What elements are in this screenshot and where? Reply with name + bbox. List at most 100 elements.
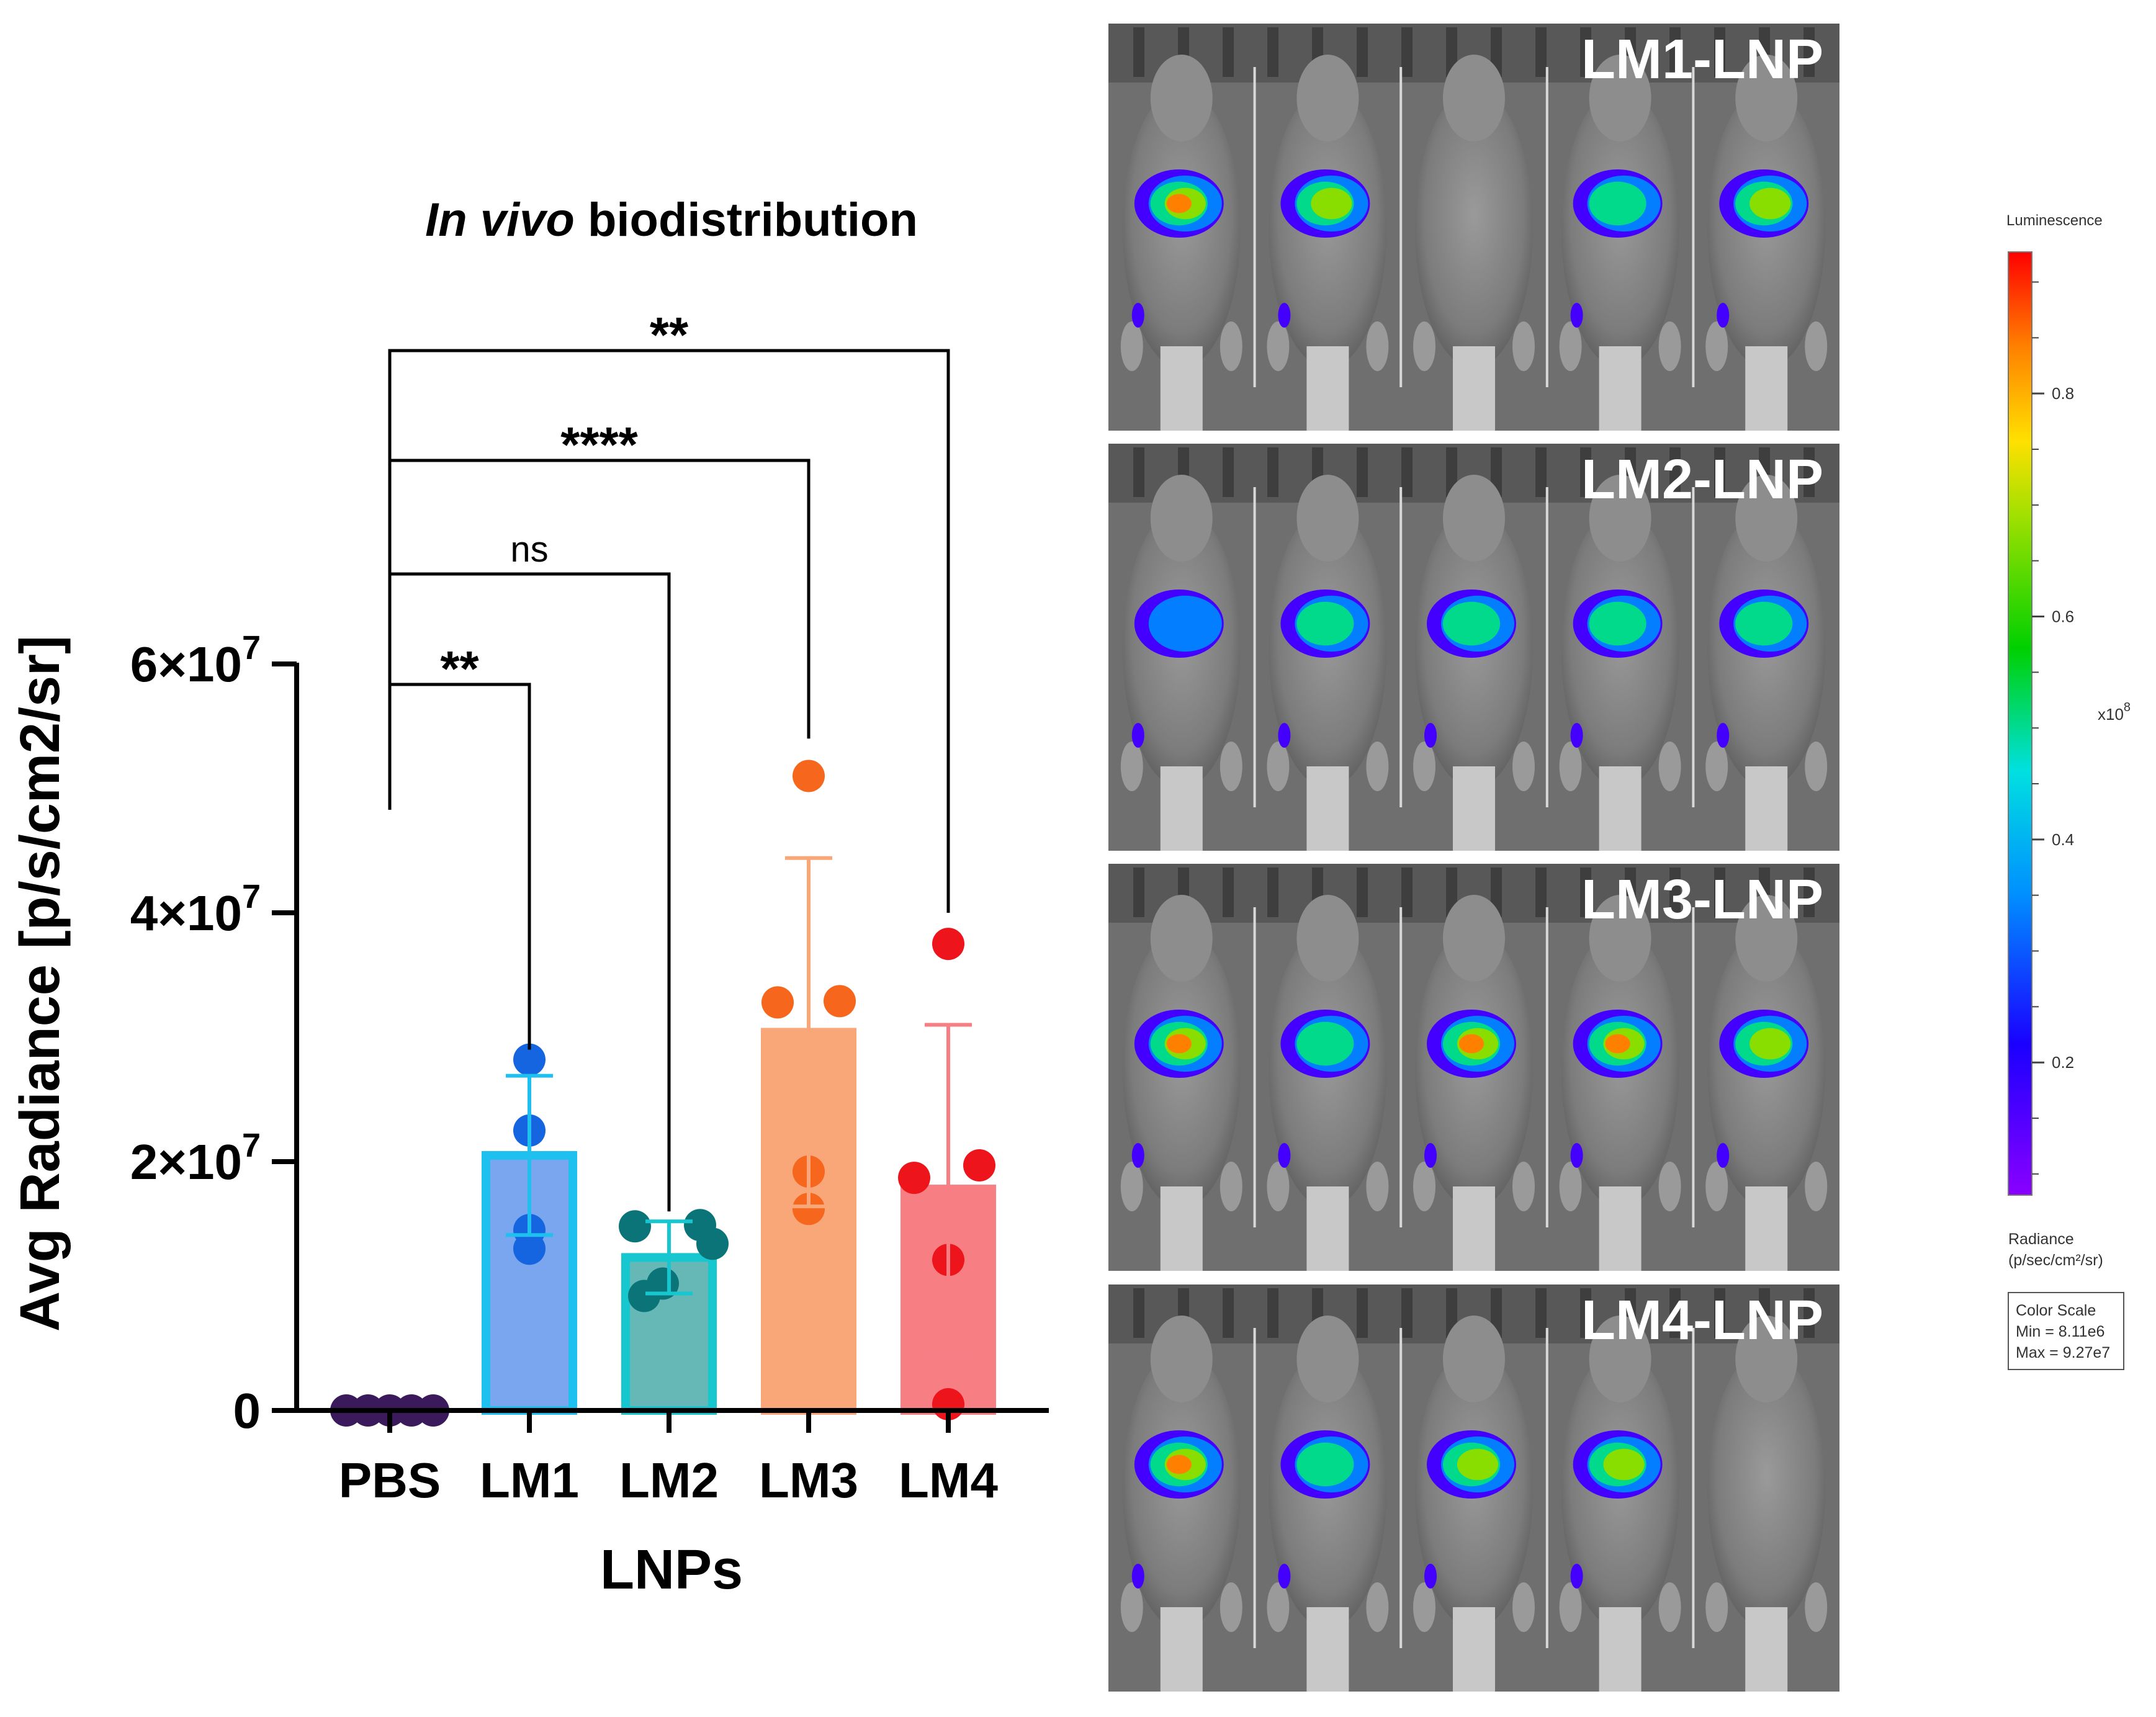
holder-slot [1357, 27, 1368, 77]
holder-slot [1714, 867, 1725, 917]
holder-slot [1714, 1288, 1725, 1338]
mouse-leg [1267, 742, 1290, 791]
luminescence-spot [1278, 1143, 1291, 1168]
mouse-leg [1705, 742, 1728, 791]
data-point-lm4 [898, 1162, 930, 1195]
mouse-leg [1413, 1582, 1435, 1632]
mouse-head [1589, 475, 1651, 562]
mouse-leg [1512, 1582, 1535, 1632]
holder-slot [1669, 867, 1681, 917]
bars [482, 1028, 996, 1415]
mouse-leg [1559, 1582, 1582, 1632]
chart-title-rest: biodistribution [575, 194, 918, 246]
mouse-leg [1366, 321, 1389, 371]
holder-slot [1223, 1288, 1234, 1338]
mouse-leg [1705, 1582, 1728, 1632]
mouse-leg [1120, 321, 1143, 371]
tail-tab [1599, 766, 1642, 851]
holder-slot [1669, 27, 1681, 77]
mouse-head [1150, 1316, 1213, 1402]
luminescence-signal [1166, 1034, 1192, 1054]
luminescence-signal [1457, 1448, 1499, 1481]
luminescence-spot [1131, 1143, 1144, 1168]
mouse-head [1296, 55, 1359, 141]
y-tick-label: 6×107 [130, 629, 261, 692]
significance-bracket [388, 349, 950, 913]
y-tick-label-base: 6×10 [130, 637, 242, 692]
data-point-lm1 [513, 1232, 546, 1265]
y-tick-label-exp: 7 [242, 878, 261, 915]
colorbar-tick-label: 0.4 [2052, 830, 2074, 849]
colorbar-ticks: 0.2 0.4 0.6 0.8 [2032, 281, 2074, 1175]
data-point-lm3 [761, 986, 794, 1019]
y-tick-label: 0 [233, 1383, 261, 1438]
tail-tab [1745, 1607, 1788, 1692]
luminescence-signal [1148, 595, 1222, 652]
holder-slot [1357, 1288, 1368, 1338]
colorbar-unit-line1: Radiance [2008, 1231, 2074, 1248]
x-tick-label: PBS [339, 1453, 441, 1508]
data-point-lm3 [793, 1193, 825, 1226]
mouse-leg [1219, 321, 1242, 371]
holder-slot [1803, 1288, 1815, 1338]
mouse-head [1735, 895, 1798, 982]
holder-slot [1357, 867, 1368, 917]
luminescence-signal [1311, 187, 1352, 220]
luminescence-signal [1296, 1442, 1354, 1487]
significance-label: ns [510, 529, 548, 570]
tail-tab [1160, 766, 1203, 851]
luminescence-signal [1735, 601, 1793, 646]
tail-tab [1599, 346, 1642, 431]
mouse-leg [1658, 1162, 1681, 1211]
luminescence-signal [1589, 181, 1646, 226]
imaging-panel: LM4-LNP [1108, 1284, 1839, 1692]
tail-tab [1306, 1186, 1349, 1271]
tail-tab [1453, 1186, 1495, 1271]
color-scale-min: Min = 8.11e6 [2016, 1323, 2104, 1340]
data-point-lm4 [932, 928, 964, 961]
mouse-leg [1805, 1582, 1828, 1632]
holder-slot [1223, 447, 1234, 497]
luminescence-signal [1442, 601, 1501, 646]
holder-slot [1133, 447, 1144, 497]
data-point-lm2 [619, 1210, 651, 1243]
luminescence-signal [1458, 1034, 1484, 1054]
luminescence-spot [1717, 723, 1730, 748]
mouse-leg [1559, 321, 1582, 371]
luminescence-signal [1166, 1455, 1192, 1474]
x-tick-label: LM4 [899, 1453, 999, 1508]
mouse-leg [1705, 321, 1728, 371]
data-point-lm1 [513, 1043, 546, 1076]
holder-slot [1267, 27, 1278, 77]
holder-slot [1357, 447, 1368, 497]
colorbar-multiplier: x108 [2098, 701, 2131, 724]
mouse-head [1443, 1316, 1505, 1402]
luminescence-signal [1605, 1034, 1630, 1054]
imaging-panel: LM2-LNP [1108, 444, 1839, 851]
color-scale-box [2008, 1292, 2124, 1370]
x-tick-label: LM3 [759, 1453, 858, 1508]
mouse-leg [1267, 321, 1290, 371]
holder-slot [1223, 27, 1234, 77]
colorbar: Luminescence 0.20.40.60.8 x108 Radiance … [2006, 212, 2131, 1370]
holder-slot [1535, 447, 1547, 497]
mouse-body [1707, 1350, 1826, 1629]
luminescence-spot [1131, 723, 1144, 748]
luminescence-signal [1603, 1448, 1645, 1481]
tail-tab [1160, 1186, 1203, 1271]
mouse-leg [1512, 1162, 1535, 1211]
luminescence-spot [1570, 1564, 1583, 1589]
mouse-head [1443, 895, 1505, 982]
mouse-leg [1219, 1162, 1242, 1211]
mouse-leg [1658, 1582, 1681, 1632]
mouse-head [1589, 895, 1651, 982]
luminescence-signal [1296, 1021, 1354, 1066]
data-point-lm3 [793, 760, 825, 792]
tail-tab [1453, 346, 1495, 431]
luminescence-spot [1278, 303, 1291, 328]
mouse-head [1150, 475, 1213, 562]
luminescence-spot [1131, 1564, 1144, 1589]
data-point-lm3 [824, 985, 856, 1018]
x-tick-label: LM1 [480, 1453, 579, 1508]
